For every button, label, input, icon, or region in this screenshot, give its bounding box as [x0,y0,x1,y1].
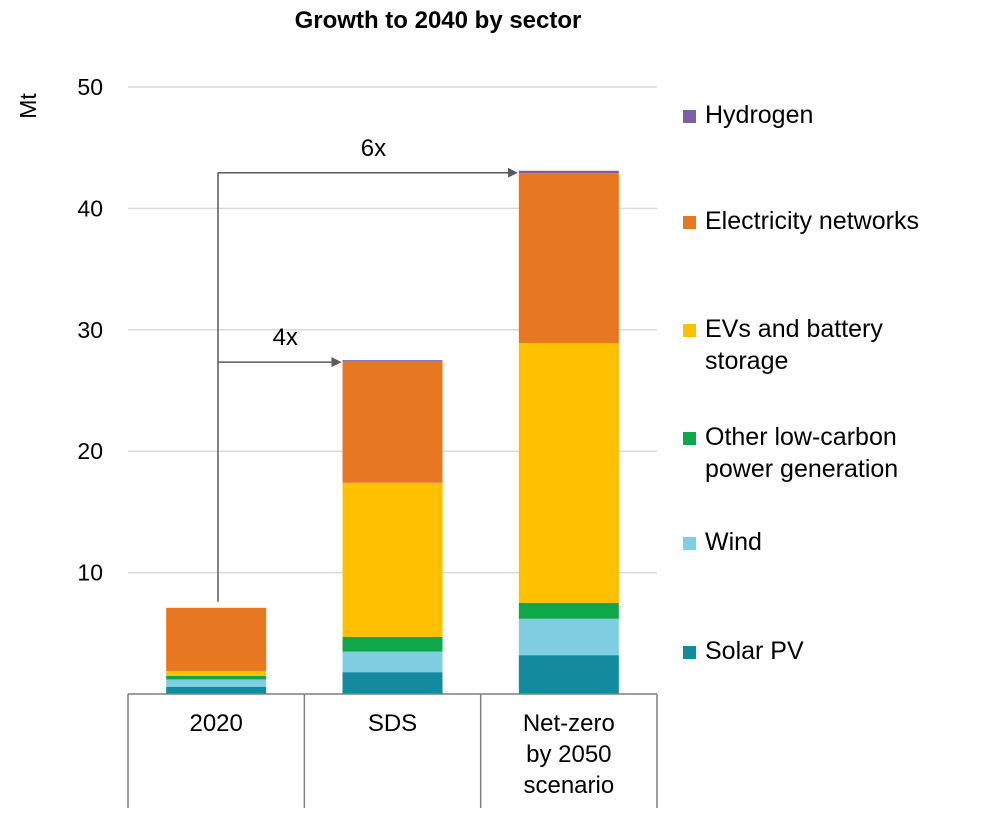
bar-2020-wind [166,679,267,687]
y-tick-labels: 10 20 30 40 50 [77,74,103,586]
y-tick-10: 10 [77,560,103,586]
bar-sds-wind [342,651,443,673]
legend-item-other-low-carbon-power-generation: Other low-carbon power generation [683,423,898,483]
bar-sds-other-low-carbon-power-generation [342,636,443,652]
y-tick-40: 40 [77,195,103,221]
category-label-line: 2020 [189,710,242,737]
legend-label: Solar PV [705,637,804,665]
growth-annotations: 4x 6x [217,135,518,602]
category-label-line: by 2050 [526,741,611,768]
legend-label-line: Wind [705,528,762,556]
legend-swatch [683,646,696,659]
bar-net-zero-by-2050-scenario-evs-and-battery-storage [518,343,619,603]
legend-swatch [683,216,696,229]
bar-2020-other-low-carbon-power-generation [166,675,267,680]
bar-2020-electricity-networks [166,607,267,671]
bar-sds-electricity-networks [342,361,443,483]
bar-net-zero-by-2050-scenario-electricity-networks [518,173,619,344]
legend-item-electricity-networks: Electricity networks [683,207,919,235]
bar-net-zero-by-2050-scenario-hydrogen [518,170,619,174]
legend-item-solar-pv: Solar PV [683,637,804,665]
legend-label: Electricity networks [705,207,919,235]
legend-label-line: EVs and battery [705,315,883,343]
category-axis: 2020 SDS Net-zero by 2050 scenario [127,693,658,808]
bar-2020-evs-and-battery-storage [166,670,267,676]
legend-label: Wind [705,528,762,556]
legend-label-line: Electricity networks [705,207,919,235]
bar-2020-solar-pv [166,686,267,694]
chart-title: Growth to 2040 by sector [295,7,582,34]
category-label-line: scenario [523,772,614,799]
bar-net-zero-by-2050-scenario-wind [518,618,619,656]
legend-label: Hydrogen [705,101,813,129]
legend-label: Other low-carbon power generation [705,423,898,483]
legend-item-hydrogen: Hydrogen [683,101,813,129]
bar-sds-solar-pv [342,672,443,694]
category-label-sds: SDS [368,710,417,737]
category-label-line: Net-zero [523,710,615,737]
y-tick-20: 20 [77,438,103,464]
legend-swatch [683,110,696,123]
legend-swatch [683,537,696,550]
legend-label-line: Hydrogen [705,101,813,129]
y-tick-50: 50 [77,74,103,100]
bar-net-zero-by-2050-scenario-other-low-carbon-power-generation [518,602,619,619]
y-tick-30: 30 [77,317,103,343]
legend-label-line: power generation [705,455,898,483]
legend-swatch [683,324,696,337]
legend-label-line: storage [705,347,788,375]
y-axis-label: Mt [15,93,41,119]
bar-net-zero-by-2050-scenario-solar-pv [518,655,619,694]
legend: Hydrogen Electricity networks EVs and batt… [683,101,919,665]
category-label-net-zero-by-2050-scenario: Net-zero by 2050 scenario [523,710,615,799]
legend-label: EVs and battery storage [705,315,883,375]
legend-swatch [683,432,696,445]
legend-item-wind: Wind [683,528,762,556]
annotation-label-4x: 4x [273,324,298,351]
annotation-label-6x: 6x [361,135,386,162]
category-label-line: SDS [368,710,417,737]
bar-sds-hydrogen [342,360,443,362]
legend-label-line: Solar PV [705,637,804,665]
category-label-2020: 2020 [189,710,242,737]
bar-sds-evs-and-battery-storage [342,482,443,637]
bars [166,170,619,694]
legend-item-evs-and-battery-storage: EVs and battery storage [683,315,883,375]
legend-label-line: Other low-carbon [705,423,897,451]
